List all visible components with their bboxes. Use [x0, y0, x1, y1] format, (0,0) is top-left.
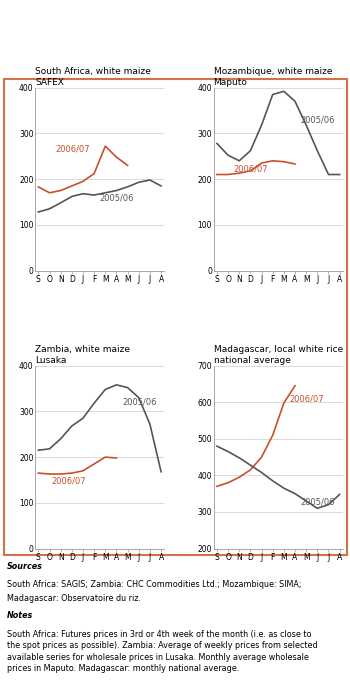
Text: 2006/07: 2006/07 [52, 476, 86, 485]
Text: rice in selected markets (US dollars per tonne): rice in selected markets (US dollars per… [9, 54, 285, 67]
Text: 2006/07: 2006/07 [234, 164, 268, 173]
Text: 2005/06: 2005/06 [301, 497, 335, 506]
Text: 2005/06: 2005/06 [122, 397, 156, 406]
Text: 2005/06: 2005/06 [100, 194, 134, 203]
Text: Zambia, white maize
Lusaka: Zambia, white maize Lusaka [35, 346, 130, 365]
Text: South Africa: SAGIS; Zambia: CHC Commodities Ltd.; Mozambique: SIMA;: South Africa: SAGIS; Zambia: CHC Commodi… [7, 580, 301, 589]
Text: Madagascar, local white rice
national average: Madagascar, local white rice national av… [214, 346, 343, 365]
Text: 2006/07: 2006/07 [55, 145, 90, 154]
Text: South Africa: Futures prices in 3rd or 4th week of the month (i.e. as close to
t: South Africa: Futures prices in 3rd or 4… [7, 630, 318, 673]
Text: 2005/06: 2005/06 [301, 115, 335, 124]
Text: 2006/07: 2006/07 [289, 394, 324, 403]
Text: Madagascar: Observatoire du riz.: Madagascar: Observatoire du riz. [7, 594, 141, 603]
Text: Notes: Notes [7, 611, 33, 620]
Text: Wholesale prices of white maize and: Wholesale prices of white maize and [61, 14, 282, 28]
Text: Mozambique, white maize
Maputo: Mozambique, white maize Maputo [214, 68, 332, 87]
Text: Figure 7.: Figure 7. [9, 14, 68, 28]
Text: South Africa, white maize
SAFEX: South Africa, white maize SAFEX [35, 68, 151, 87]
Text: Sources: Sources [7, 562, 43, 571]
